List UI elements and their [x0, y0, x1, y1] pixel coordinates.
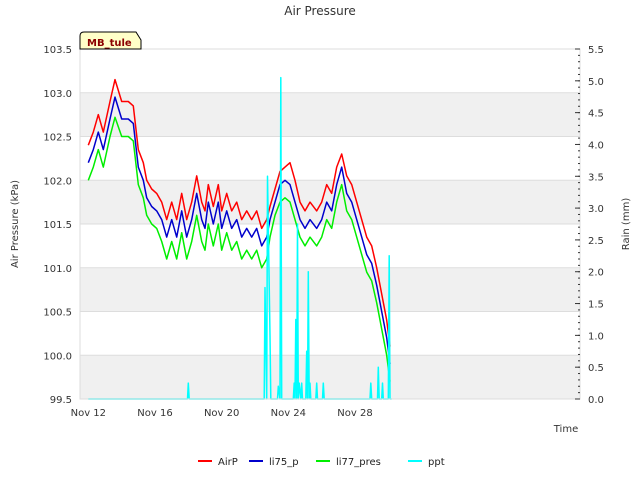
y-right-tick-label: 1.0 [588, 331, 604, 342]
x-tick-label: Nov 16 [137, 408, 172, 419]
series-line-AirP [87, 78, 391, 347]
right-axis-ticks: 0.0 0.5 1.0 1.5 2.0 2.5 3.0 3.5 4.0 4.5 5.0 5.5 [575, 45, 604, 406]
x-axis-ticks: Nov 12 Nov 16 Nov 20 Nov 24 Nov 28 [71, 408, 373, 419]
left-axis-ticks: 99.5 100.0 100.5 101.0 101.5 102.0 102.5 103.0 1… [43, 45, 72, 406]
x-tick-label: Nov 20 [204, 408, 239, 419]
station-label-box [79, 31, 142, 50]
y-left-tick-label: 102.5 [43, 133, 72, 144]
y-left-tick-label: 103.0 [43, 89, 72, 100]
background-band [80, 355, 580, 399]
y-right-tick-label: 4.0 [588, 140, 604, 151]
background-bands [80, 92, 580, 399]
y-left-tick-label: 101.5 [43, 220, 72, 231]
background-band [80, 92, 580, 137]
legend-label-li75_p: li75_p [269, 457, 299, 468]
x-tick-label: Nov 12 [71, 408, 106, 419]
station-label-text: MB_tule [87, 38, 132, 49]
y-right-tick-label: 5.5 [588, 45, 604, 56]
y-left-tick-label: 99.5 [50, 395, 72, 406]
series-line-li77_pres [87, 116, 391, 382]
x-tick-label: Nov 24 [271, 408, 306, 419]
station-label: MB_tule [79, 31, 142, 50]
y-right-tick-label: 2.5 [588, 236, 604, 247]
y-right-tick-label: 3.0 [588, 204, 604, 215]
legend-label-li77_pres: li77_pres [336, 457, 381, 468]
y-left-tick-label: 101.0 [43, 264, 72, 275]
left-axis-title: Air Pressure (kPa) [10, 180, 21, 268]
legend: AirP li75_p li77_pres ppt [198, 457, 445, 468]
y-left-tick-label: 100.0 [43, 351, 72, 362]
series-line-li75_p [87, 96, 391, 365]
background-band [80, 267, 580, 312]
y-left-tick-label: 100.5 [43, 308, 72, 319]
y-right-tick-label: 0.5 [588, 363, 604, 374]
y-left-tick-label: 102.0 [43, 176, 72, 187]
background-band [80, 180, 580, 224]
y-right-tick-label: 1.5 [588, 300, 604, 311]
right-axis-title: Rain (mm) [621, 198, 632, 251]
y-right-tick-label: 2.0 [588, 268, 604, 279]
chart-title: Air Pressure [284, 4, 356, 18]
x-tick-label: Nov 28 [337, 408, 372, 419]
legend-label-ppt: ppt [428, 457, 445, 468]
plot-frame [79, 48, 581, 400]
legend-label-AirP: AirP [218, 457, 238, 468]
y-right-tick-label: 0.0 [588, 395, 604, 406]
x-axis-title: Time [553, 424, 578, 435]
y-right-tick-label: 4.5 [588, 109, 604, 120]
y-right-tick-label: 5.0 [588, 77, 604, 88]
y-right-tick-label: 3.5 [588, 172, 604, 183]
y-left-tick-label: 103.5 [43, 45, 72, 56]
